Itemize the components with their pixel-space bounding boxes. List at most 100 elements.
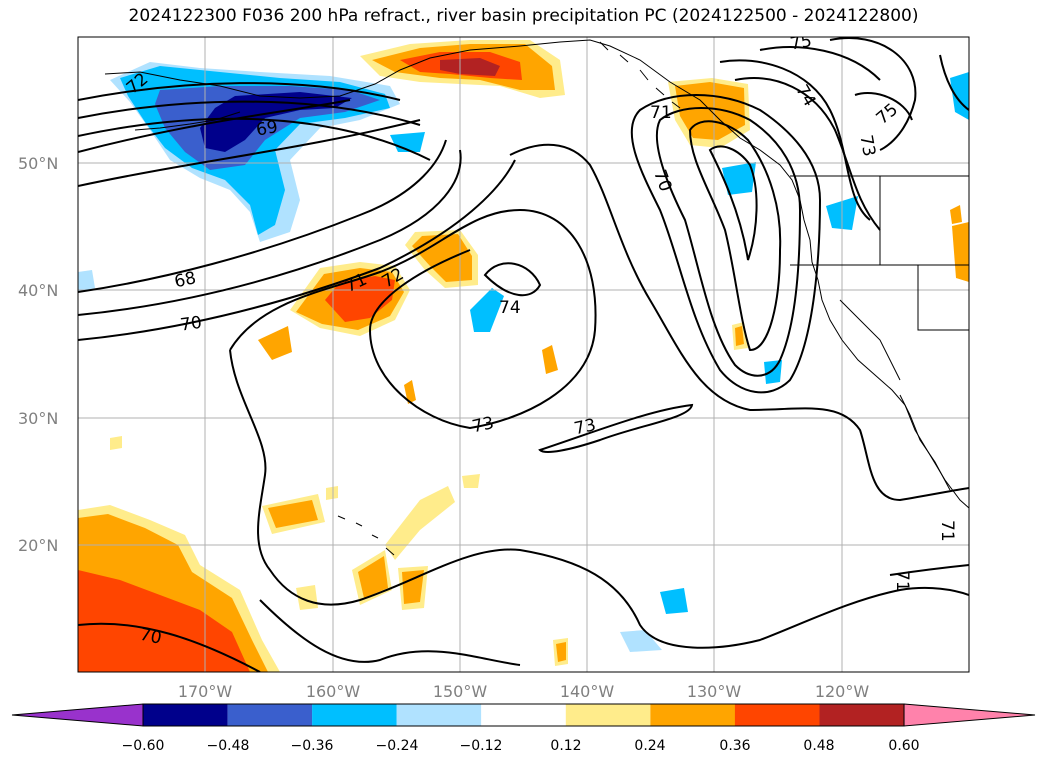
positive-anomaly-region	[952, 222, 969, 282]
contour-label: 71	[937, 520, 957, 542]
contour-label: 71	[892, 570, 912, 592]
colorbar-outline	[142, 703, 905, 727]
latitude-labels: 50°N 40°N 30°N 20°N	[18, 154, 58, 555]
positive-anomaly-region	[542, 345, 558, 374]
contour-label: 75	[789, 31, 814, 54]
negative-anomaly-region	[764, 360, 782, 384]
contour-line	[78, 82, 401, 101]
colorbar-segment	[312, 704, 397, 726]
negative-anomaly-region	[722, 162, 756, 195]
island-arc	[134, 111, 241, 131]
contour-label: 69	[255, 117, 280, 140]
colorbar-tick-label: −0.48	[207, 738, 250, 754]
positive-anomaly-region	[358, 556, 388, 598]
contour-label: 73	[855, 133, 878, 158]
colorbar-segment	[650, 704, 735, 726]
contour-line	[655, 107, 802, 377]
contour-line	[538, 403, 694, 453]
positive-anomaly-region	[556, 642, 566, 662]
colorbar-segment	[481, 704, 566, 726]
colorbar	[11, 703, 1036, 727]
map-title: 2024122300 F036 200 hPa refract., river …	[128, 6, 919, 26]
contour-label: 68	[173, 268, 198, 292]
contour-label: 71	[650, 103, 672, 123]
contour-label: 73	[572, 415, 597, 439]
colorbar-segment	[565, 704, 651, 726]
contour-label: 70	[138, 625, 163, 649]
contour-label: 70	[179, 313, 203, 336]
contour-label: 73	[470, 413, 495, 437]
colorbar-segment	[396, 704, 482, 726]
lon-label: 140°W	[560, 682, 615, 701]
contour-line	[829, 37, 917, 151]
contour-line	[78, 139, 447, 293]
contour-line	[259, 599, 521, 666]
lat-label: 40°N	[18, 281, 58, 300]
contour-line	[708, 145, 758, 261]
contour-line	[734, 77, 881, 231]
hawaii-islands	[337, 515, 395, 556]
lat-label: 50°N	[18, 154, 58, 173]
contour-line	[854, 92, 913, 121]
contour-line	[78, 117, 431, 161]
negative-anomaly-region	[470, 288, 504, 332]
positive-anomaly-region	[268, 500, 318, 528]
contour-line	[509, 143, 969, 502]
positive-anomaly-region	[326, 486, 338, 500]
map-frame	[77, 36, 970, 673]
colorbar-extend-high	[903, 703, 1036, 727]
contour-line	[719, 59, 871, 221]
colorbar-segment	[819, 704, 905, 726]
contour-line	[483, 262, 542, 297]
colorbar-tick-label: −0.12	[460, 738, 503, 754]
contour-line	[78, 149, 462, 316]
lat-label: 30°N	[18, 409, 58, 428]
lon-label: 120°W	[815, 682, 870, 701]
positive-anomaly-region	[296, 585, 318, 610]
positive-anomaly-region	[440, 58, 500, 76]
negative-anomaly-region	[78, 270, 95, 292]
lon-label: 170°W	[178, 682, 233, 701]
positive-anomaly-region	[412, 234, 472, 282]
state-border	[917, 265, 969, 331]
colorbar-tick-label: 0.60	[888, 738, 919, 754]
contour-line	[78, 159, 516, 341]
contour-line	[78, 119, 421, 187]
colorbar-segment	[143, 704, 228, 726]
contour-line	[78, 622, 261, 672]
alaska-coast	[104, 39, 811, 241]
colorbar-tick-label: 0.24	[634, 738, 665, 754]
lon-label: 160°W	[306, 682, 361, 701]
positive-anomaly-region	[735, 326, 744, 346]
contour-line	[78, 99, 351, 153]
contour-line	[229, 208, 597, 430]
contour-line	[688, 120, 782, 352]
colorbar-tick-label: 0.12	[550, 738, 581, 754]
positive-anomaly-region	[462, 474, 480, 488]
contour-line	[229, 349, 969, 649]
colorbar-tick-label: −0.24	[376, 738, 419, 754]
negative-anomaly-region	[620, 630, 662, 652]
colorbar-segment	[227, 704, 313, 726]
negative-anomaly-region	[950, 72, 969, 120]
canadian-islands	[599, 41, 681, 109]
coastlines	[104, 39, 969, 556]
colorbar-tick-label: −0.60	[122, 738, 165, 754]
longitude-labels: 170°W 160°W 150°W 140°W 130°W 120°W	[178, 682, 870, 701]
colorbar-tick-label: 0.36	[719, 738, 750, 754]
colorbar-tick-labels: −0.60 −0.48 −0.36 −0.24 −0.12 0.12 0.24 …	[122, 738, 920, 754]
colorbar-tick-label: 0.48	[803, 738, 834, 754]
state-border	[839, 299, 901, 381]
positive-anomaly-region	[385, 486, 455, 560]
refractivity-contours	[78, 37, 969, 672]
lon-label: 130°W	[687, 682, 742, 701]
colorbar-tick-label: −0.36	[291, 738, 334, 754]
positive-anomaly-region	[110, 436, 122, 450]
positive-anomaly-region	[950, 205, 962, 224]
contour-line	[78, 100, 421, 126]
contour-line	[759, 46, 881, 81]
contour-line	[630, 94, 822, 394]
baja-coast	[899, 394, 951, 491]
colorbar-segment	[734, 704, 820, 726]
